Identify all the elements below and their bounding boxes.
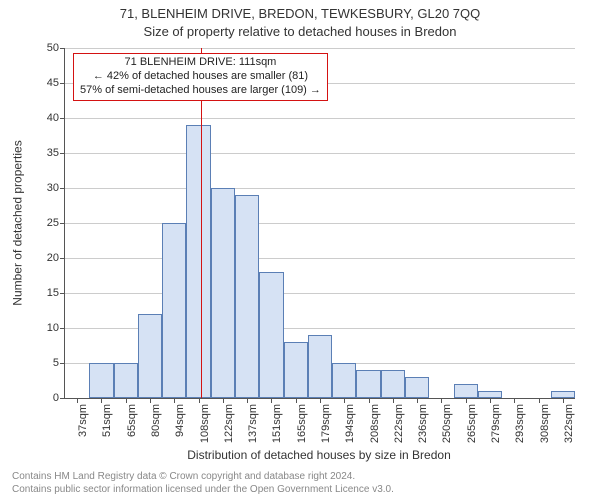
footer-attribution: Contains HM Land Registry data © Crown c… <box>12 471 394 496</box>
x-tick-label: 80sqm <box>150 398 162 437</box>
histogram-bar <box>235 195 259 398</box>
x-axis-label: Distribution of detached houses by size … <box>64 448 574 462</box>
chart-page: 71, BLENHEIM DRIVE, BREDON, TEWKESBURY, … <box>0 0 600 500</box>
x-tick-label: 293sqm <box>514 398 526 443</box>
x-tick-label: 308sqm <box>539 398 551 443</box>
x-tick-label: 137sqm <box>247 398 259 443</box>
histogram-bar <box>114 363 138 398</box>
x-tick-label: 108sqm <box>199 398 211 443</box>
x-tick-label: 122sqm <box>223 398 235 443</box>
page-title-line2: Size of property relative to detached ho… <box>0 24 600 39</box>
x-tick-label: 165sqm <box>296 398 308 443</box>
histogram-bar <box>478 391 502 398</box>
y-tick-mark <box>60 258 65 259</box>
x-tick-label: 151sqm <box>271 398 283 443</box>
histogram-bar <box>405 377 429 398</box>
y-tick-label: 30 <box>47 182 59 194</box>
x-tick-label: 208sqm <box>369 398 381 443</box>
y-tick-label: 5 <box>53 357 59 369</box>
x-tick-label: 51sqm <box>101 398 113 437</box>
y-tick-label: 0 <box>53 392 59 404</box>
histogram-bar <box>356 370 380 398</box>
plot-area: 0510152025303540455037sqm51sqm65sqm80sqm… <box>64 48 575 399</box>
histogram-bar <box>138 314 162 398</box>
footer-line2: Contains public sector information licen… <box>12 484 394 497</box>
x-tick-label: 179sqm <box>320 398 332 443</box>
histogram-bar <box>211 188 235 398</box>
y-axis-label: Number of detached properties <box>11 140 25 305</box>
x-tick-label: 322sqm <box>563 398 575 443</box>
histogram-bar <box>186 125 210 398</box>
x-tick-label: 37sqm <box>77 398 89 437</box>
gridline <box>65 258 575 259</box>
histogram-bar <box>308 335 332 398</box>
page-title-line1: 71, BLENHEIM DRIVE, BREDON, TEWKESBURY, … <box>0 6 600 21</box>
y-tick-mark <box>60 223 65 224</box>
y-tick-mark <box>60 153 65 154</box>
gridline <box>65 293 575 294</box>
x-tick-label: 265sqm <box>466 398 478 443</box>
infobox-line1: 71 BLENHEIM DRIVE: 111sqm <box>80 56 321 70</box>
x-tick-label: 222sqm <box>393 398 405 443</box>
gridline <box>65 153 575 154</box>
reference-info-box: 71 BLENHEIM DRIVE: 111sqm ← 42% of detac… <box>73 53 328 101</box>
y-tick-mark <box>60 328 65 329</box>
y-tick-mark <box>60 48 65 49</box>
gridline <box>65 223 575 224</box>
gridline <box>65 188 575 189</box>
y-axis-label-wrap: Number of detached properties <box>10 48 26 398</box>
footer-line1: Contains HM Land Registry data © Crown c… <box>12 471 394 484</box>
histogram-bar <box>381 370 405 398</box>
y-tick-mark <box>60 363 65 364</box>
histogram-bar <box>284 342 308 398</box>
y-tick-mark <box>60 188 65 189</box>
gridline <box>65 48 575 49</box>
histogram-bar <box>551 391 575 398</box>
y-tick-label: 50 <box>47 42 59 54</box>
x-tick-label: 250sqm <box>441 398 453 443</box>
histogram-bar <box>454 384 478 398</box>
histogram-bar <box>89 363 113 398</box>
y-tick-label: 45 <box>47 77 59 89</box>
histogram-bar <box>259 272 283 398</box>
y-tick-label: 40 <box>47 112 59 124</box>
y-tick-mark <box>60 398 65 399</box>
y-tick-label: 10 <box>47 322 59 334</box>
y-tick-label: 20 <box>47 252 59 264</box>
x-tick-label: 279sqm <box>490 398 502 443</box>
infobox-line2: ← 42% of detached houses are smaller (81… <box>80 70 321 84</box>
gridline <box>65 118 575 119</box>
y-tick-label: 15 <box>47 287 59 299</box>
histogram-bar <box>332 363 356 398</box>
x-tick-label: 65sqm <box>126 398 138 437</box>
y-tick-mark <box>60 83 65 84</box>
x-tick-label: 94sqm <box>174 398 186 437</box>
x-tick-label: 236sqm <box>417 398 429 443</box>
infobox-line3: 57% of semi-detached houses are larger (… <box>80 84 321 98</box>
y-tick-label: 35 <box>47 147 59 159</box>
y-tick-label: 25 <box>47 217 59 229</box>
histogram-bar <box>162 223 186 398</box>
y-tick-mark <box>60 293 65 294</box>
y-tick-mark <box>60 118 65 119</box>
x-tick-label: 194sqm <box>344 398 356 443</box>
